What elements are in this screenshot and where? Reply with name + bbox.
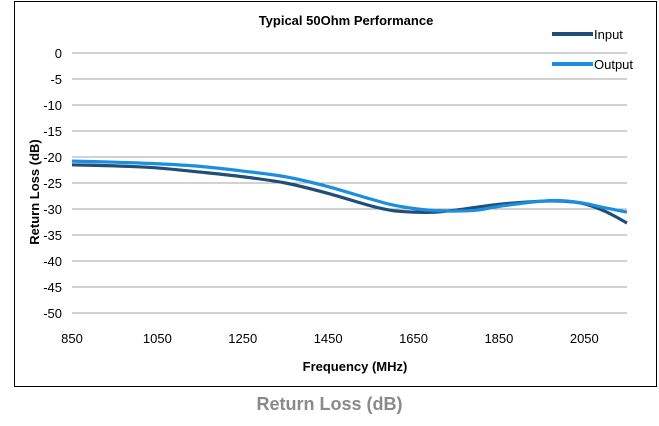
return-loss-chart: Typical 50Ohm Performance 0 -5 -10 -15 -20 -2… bbox=[27, 13, 633, 374]
x-tick-label: 850 bbox=[61, 331, 83, 346]
y-tick-labels: 0 -5 -10 -15 -20 -25 -30 -35 -40 -45 -50 bbox=[43, 46, 62, 321]
y-tick-label: -50 bbox=[43, 306, 62, 321]
x-axis-title: Frequency (MHz) bbox=[303, 359, 408, 374]
y-tick-label: -30 bbox=[43, 202, 62, 217]
y-tick-label: -15 bbox=[43, 124, 62, 139]
x-tick-label: 1450 bbox=[314, 331, 343, 346]
y-axis-title: Return Loss (dB) bbox=[27, 139, 42, 244]
x-tick-label: 1850 bbox=[484, 331, 513, 346]
y-tick-label: -20 bbox=[43, 150, 62, 165]
y-tick-label: -35 bbox=[43, 228, 62, 243]
legend-label-input: Input bbox=[594, 27, 623, 42]
series-lines bbox=[71, 159, 628, 225]
gridlines bbox=[72, 52, 627, 314]
chart-frame: Typical 50Ohm Performance 0 -5 -10 -15 -20 -2… bbox=[14, 1, 657, 387]
x-tick-label: 2050 bbox=[570, 331, 599, 346]
x-tick-labels: 850 1050 1250 1450 1650 1850 2050 bbox=[61, 331, 599, 346]
series-line-output bbox=[71, 159, 628, 214]
x-tick-label: 1650 bbox=[399, 331, 428, 346]
y-tick-label: -10 bbox=[43, 98, 62, 113]
y-tick-label: -5 bbox=[50, 72, 62, 87]
chart-title: Typical 50Ohm Performance bbox=[259, 13, 434, 28]
x-tick-label: 1250 bbox=[228, 331, 257, 346]
y-tick-label: -40 bbox=[43, 254, 62, 269]
figure-caption: Return Loss (dB) bbox=[256, 394, 403, 414]
y-tick-label: -25 bbox=[43, 176, 62, 191]
y-tick-label: -45 bbox=[43, 280, 62, 295]
y-tick-label: 0 bbox=[55, 46, 62, 61]
legend: Input Output bbox=[552, 27, 633, 72]
x-tick-label: 1050 bbox=[143, 331, 172, 346]
legend-label-output: Output bbox=[594, 57, 633, 72]
